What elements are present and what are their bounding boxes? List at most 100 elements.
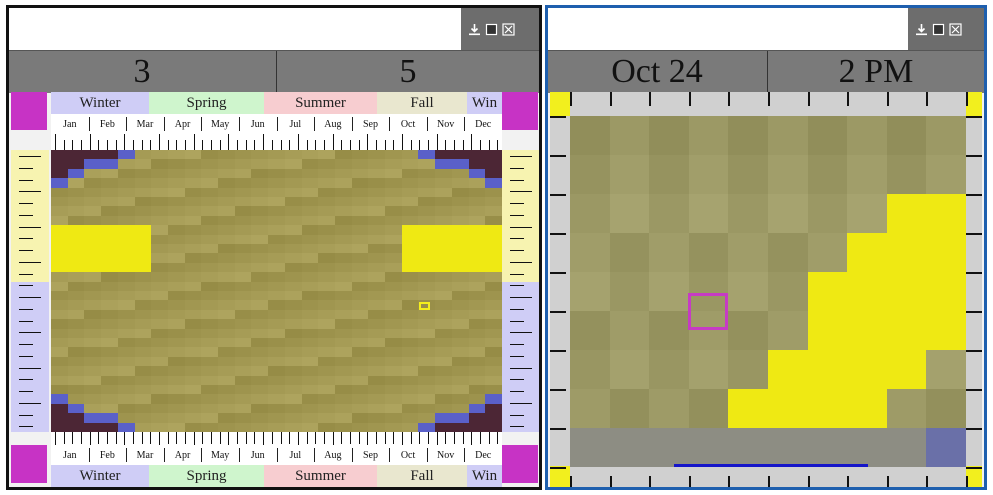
hour-tick	[510, 379, 524, 381]
selection-marker[interactable]	[419, 302, 430, 310]
hour-selection-box[interactable]	[688, 293, 728, 330]
hour-cell	[807, 389, 848, 428]
heatmap-cell	[435, 290, 452, 301]
maximize-icon[interactable]	[931, 22, 945, 36]
heatmap-cell	[184, 347, 202, 357]
heatmap-cell	[334, 159, 352, 169]
day-tick	[193, 432, 195, 450]
day-tick	[219, 140, 221, 152]
heatmap-cell	[418, 413, 436, 423]
heatmap-cell	[51, 272, 68, 282]
heatmap-cell	[101, 394, 118, 404]
heatmap-cell	[284, 366, 302, 376]
heatmap-cell	[451, 375, 469, 385]
hour-tick	[510, 179, 524, 181]
heatmap-cell	[435, 366, 452, 376]
day-heatmap[interactable]	[570, 116, 966, 467]
heatmap-cell	[234, 253, 252, 263]
month-label: Jan	[63, 118, 77, 130]
heatmap-cell	[184, 319, 202, 329]
heatmap-cell	[251, 366, 269, 376]
heatmap-cell	[485, 319, 502, 329]
hour-cell	[847, 233, 887, 272]
hour-cell	[570, 428, 610, 467]
heatmap-cell	[301, 281, 319, 291]
frame-edge-right	[962, 116, 982, 466]
heatmap-cell	[101, 422, 118, 432]
day-tick	[315, 140, 317, 152]
download-icon[interactable]	[467, 22, 481, 36]
heatmap-cell	[184, 159, 202, 169]
heatmap-cell	[151, 290, 168, 301]
heatmap-cell	[234, 366, 252, 376]
hour-tick	[510, 214, 524, 216]
day-title-input[interactable]	[548, 8, 908, 50]
month-label: Dec	[475, 118, 492, 130]
day-tick	[263, 134, 265, 152]
download-icon[interactable]	[914, 22, 928, 36]
frame-tick	[966, 116, 982, 118]
heatmap-cell	[151, 394, 168, 404]
hour-tick	[19, 203, 33, 204]
day-tick	[410, 140, 412, 152]
year-heatmap[interactable]	[51, 150, 502, 432]
heatmap-cell	[201, 206, 219, 216]
heatmap-cell	[468, 394, 486, 404]
frame-tick	[966, 467, 982, 469]
hour-cell	[728, 155, 768, 194]
day-tick	[306, 140, 308, 152]
heatmap-cell	[167, 281, 185, 291]
heatmap-cell	[468, 178, 486, 188]
frame-tick	[966, 92, 968, 106]
heatmap-cell	[268, 150, 285, 160]
heatmap-cell	[485, 253, 502, 263]
heatmap-cell	[67, 243, 85, 254]
heatmap-cell	[234, 309, 252, 320]
heatmap-cell	[51, 196, 68, 207]
heatmap-cell	[451, 394, 469, 404]
heatmap-cell	[334, 150, 352, 160]
day-tick	[462, 432, 464, 444]
frame-tick	[966, 272, 982, 274]
year-title-input[interactable]	[9, 8, 463, 50]
heatmap-cell	[117, 347, 135, 357]
heatmap-cell	[351, 356, 369, 367]
heatmap-cell	[51, 337, 68, 348]
heatmap-cell	[67, 337, 85, 348]
heatmap-cell	[301, 347, 319, 357]
heatmap-cell	[268, 328, 285, 338]
hour-tick	[510, 261, 532, 263]
heatmap-cell	[468, 206, 486, 216]
heatmap-cell	[234, 394, 252, 404]
heatmap-cell	[318, 403, 335, 414]
heatmap-cell	[351, 272, 369, 282]
close-icon[interactable]	[501, 22, 515, 36]
maximize-icon[interactable]	[484, 22, 498, 36]
heatmap-cell	[351, 394, 369, 404]
day-tick	[497, 140, 499, 152]
heatmap-cell	[218, 394, 235, 404]
frame-tick	[886, 476, 889, 487]
frame-tick	[550, 467, 566, 469]
heatmap-cell	[218, 413, 235, 423]
hour-cell	[926, 116, 966, 155]
heatmap-cell	[368, 281, 386, 291]
day-tick	[167, 432, 169, 444]
heatmap-cell	[435, 234, 452, 244]
heatmap-cell	[184, 150, 202, 160]
heatmap-cell	[234, 384, 252, 395]
heatmap-cell	[151, 356, 168, 367]
close-icon[interactable]	[948, 22, 962, 36]
month-separator	[126, 117, 128, 131]
hour-cell	[926, 272, 966, 311]
corner-marker	[502, 92, 538, 130]
day-tick	[193, 134, 195, 152]
hour-cell	[609, 350, 650, 389]
heatmap-cell	[167, 225, 185, 235]
heatmap-cell	[234, 375, 252, 385]
heatmap-cell	[134, 309, 152, 320]
heatmap-cell	[218, 403, 235, 414]
day-tick	[315, 432, 317, 444]
heatmap-cell	[334, 206, 352, 216]
heatmap-cell	[134, 234, 152, 244]
